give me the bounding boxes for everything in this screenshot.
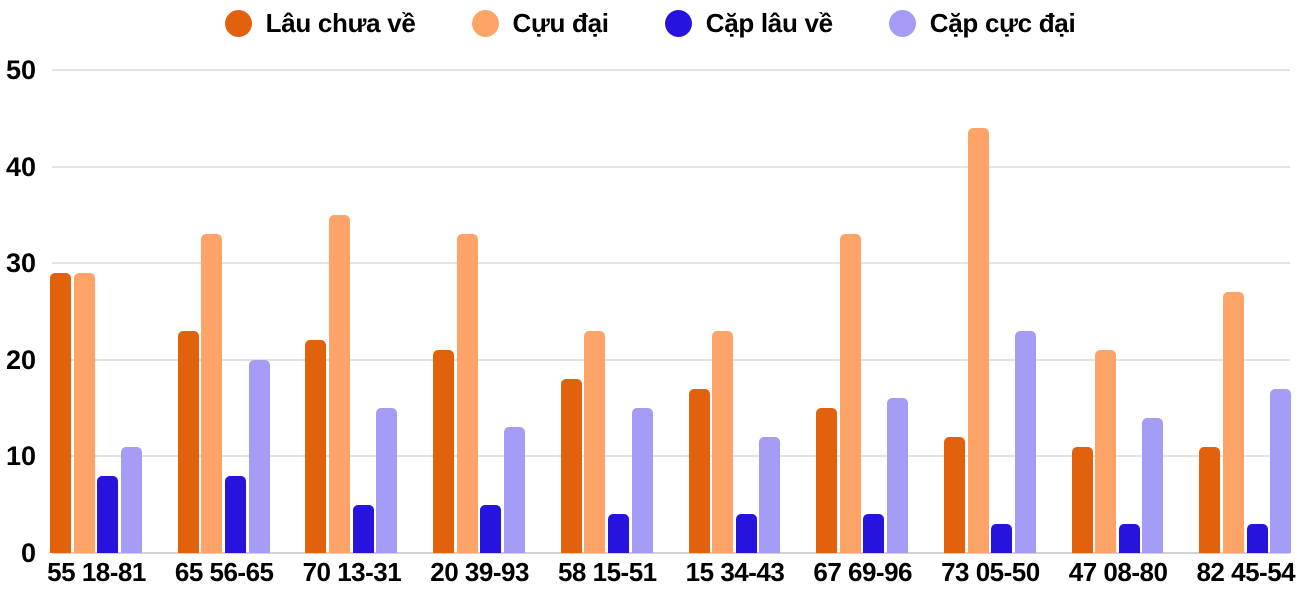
bar-series4-group7[interactable] [887,398,908,553]
legend-item-4[interactable]: Cặp cực đại [888,7,1076,39]
gridline-40 [52,165,1290,168]
bar-series3-group5[interactable] [608,514,629,553]
gridline-0 [52,552,1290,554]
bar-series1-group5[interactable] [560,379,582,553]
legend-label: Cặp lâu về [705,7,833,38]
bar-series1-group7[interactable] [816,408,838,553]
y-tick-label: 10 [5,441,36,472]
bar-series2-group6[interactable] [712,330,734,553]
chart-legend: Lâu chưa về Cựu đại Cặp lâu về Cặp cực đại [0,5,1300,41]
bar-series2-group5[interactable] [584,330,606,553]
series-color-dot-icon [471,9,499,37]
bar-series4-group10[interactable] [1270,388,1292,553]
legend-label: Cựu đại [512,7,609,38]
bar-series4-group1[interactable] [120,446,142,553]
x-category-label: 58 15-51 [557,557,657,587]
y-tick-label: 20 [5,344,36,375]
bar-series2-group10[interactable] [1222,292,1244,553]
bar-series4-group4[interactable] [503,427,525,553]
x-category-label: 82 45-54 [1196,557,1296,587]
y-tick-label: 40 [5,151,36,182]
bar-series1-group4[interactable] [433,350,455,553]
gridline-30 [52,262,1290,265]
bar-series3-group6[interactable] [735,514,757,553]
bar-series1-group2[interactable] [177,330,199,553]
bar-series4-group9[interactable] [1142,417,1164,553]
legend-label: Cặp cực đại [929,7,1076,38]
bar-series4-group8[interactable] [1014,330,1036,553]
bar-series2-group1[interactable] [73,272,95,553]
bar-series2-group7[interactable] [839,234,861,553]
bar-series3-group8[interactable] [991,524,1013,553]
bar-series2-group3[interactable] [329,214,350,553]
bar-series1-group1[interactable] [50,272,71,553]
bar-series3-group9[interactable] [1118,524,1140,553]
y-tick-label: 50 [5,55,36,85]
series-color-dot-icon [664,9,692,37]
y-tick-label: 30 [5,248,36,279]
bar-series1-group10[interactable] [1199,446,1221,553]
legend-label: Lâu chưa về [265,7,416,38]
bar-series3-group1[interactable] [97,475,119,553]
bar-series3-group10[interactable] [1246,524,1268,553]
bar-series2-group2[interactable] [201,234,223,553]
legend-item-1[interactable]: Lâu chưa về [224,7,416,39]
bar-series1-group9[interactable] [1071,446,1093,553]
x-category-label: 67 69-96 [813,557,913,587]
bar-series3-group3[interactable] [352,504,374,553]
y-tick-label: 0 [20,538,36,568]
bar-series1-group8[interactable] [943,437,965,553]
x-category-label: 70 13-31 [302,557,402,587]
legend-item-3[interactable]: Cặp lâu về [664,7,833,39]
x-category-label: 55 18-81 [47,557,146,587]
bar-series4-group2[interactable] [248,359,270,553]
x-category-label: 20 39-93 [430,557,529,587]
series-color-dot-icon [888,9,916,37]
bar-series2-group8[interactable] [967,127,989,553]
bar-series4-group6[interactable] [759,437,781,553]
bar-series4-group3[interactable] [376,408,398,553]
bar-series3-group7[interactable] [863,514,885,553]
bar-series1-group6[interactable] [688,388,710,553]
x-category-label: 73 05-50 [941,557,1040,587]
series-color-dot-icon [224,9,252,37]
bar-series2-group9[interactable] [1095,350,1117,553]
bar-series1-group3[interactable] [305,340,327,553]
bar-series3-group4[interactable] [480,504,502,553]
gridline-10 [52,455,1290,458]
legend-item-2[interactable]: Cựu đại [471,7,609,39]
x-category-label: 47 08-80 [1068,557,1168,587]
x-category-label: 15 34-43 [685,557,785,587]
x-category-label: 65 56-65 [174,557,274,587]
bar-series2-group4[interactable] [456,234,478,553]
gridline-50 [52,69,1290,71]
gridline-20 [52,358,1290,361]
bar-series4-group5[interactable] [631,408,653,553]
bar-series3-group2[interactable] [224,475,246,553]
